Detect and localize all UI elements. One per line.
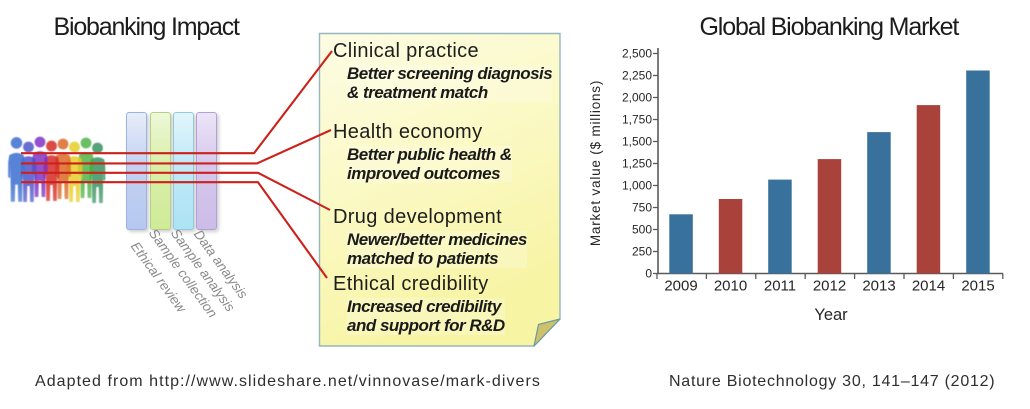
svg-text:2015: 2015 bbox=[961, 278, 994, 295]
svg-text:2013: 2013 bbox=[862, 278, 895, 295]
svg-text:1,000: 1,000 bbox=[622, 179, 652, 193]
svg-text:1,250: 1,250 bbox=[622, 157, 652, 171]
svg-text:1,500: 1,500 bbox=[622, 135, 652, 149]
svg-text:500: 500 bbox=[632, 223, 652, 237]
svg-text:0: 0 bbox=[645, 267, 652, 281]
svg-text:2010: 2010 bbox=[714, 278, 747, 295]
svg-text:2,500: 2,500 bbox=[622, 47, 652, 61]
svg-text:2,000: 2,000 bbox=[622, 91, 652, 105]
svg-text:1,750: 1,750 bbox=[622, 113, 652, 127]
svg-text:2012: 2012 bbox=[813, 278, 846, 295]
svg-text:Market value ($ millions): Market value ($ millions) bbox=[588, 80, 603, 246]
svg-text:250: 250 bbox=[632, 245, 652, 259]
svg-text:2011: 2011 bbox=[764, 278, 796, 295]
svg-text:2009: 2009 bbox=[664, 278, 697, 295]
svg-text:2,250: 2,250 bbox=[622, 69, 652, 83]
svg-text:2014: 2014 bbox=[912, 278, 945, 295]
svg-text:750: 750 bbox=[632, 201, 652, 215]
svg-text:Year: Year bbox=[814, 306, 848, 324]
